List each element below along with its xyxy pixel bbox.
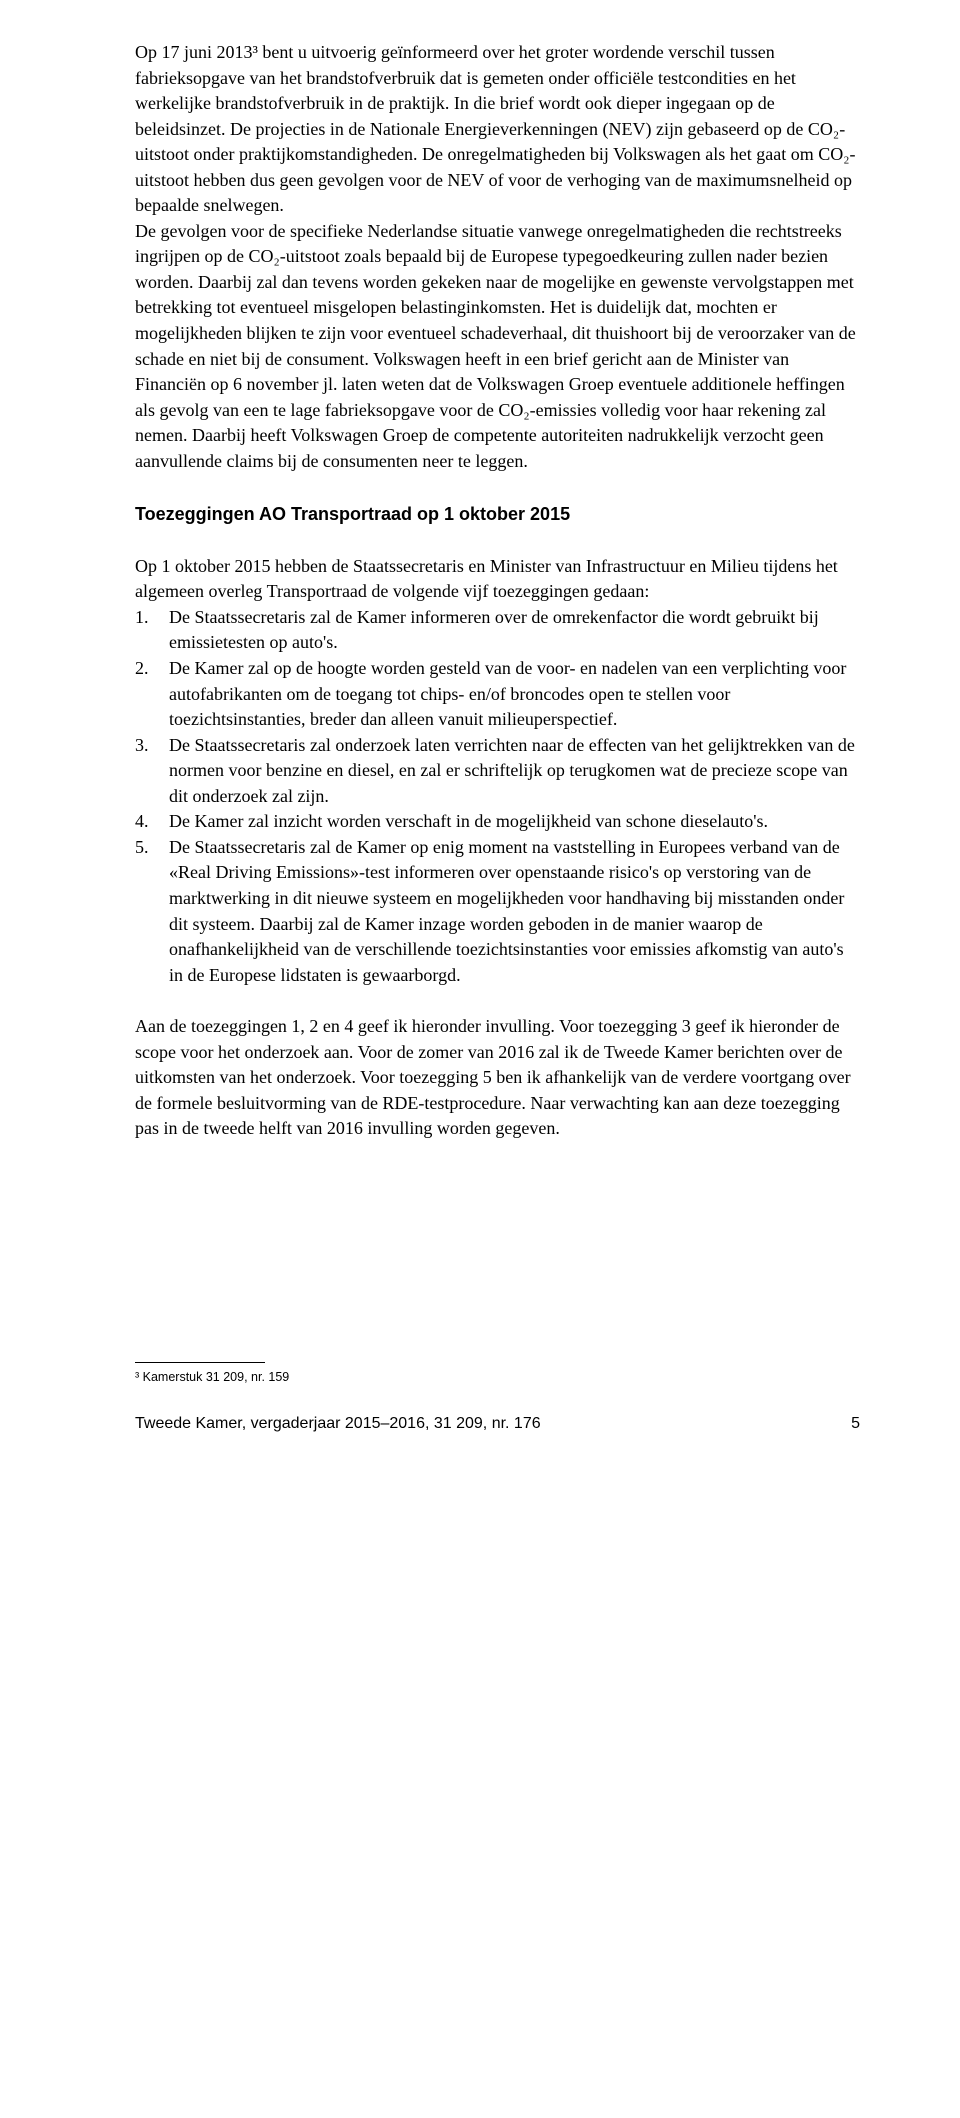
- list-text: De Kamer zal op de hoogte worden gesteld…: [169, 656, 860, 733]
- list-text: De Staatssecretaris zal de Kamer op enig…: [169, 835, 860, 988]
- page-footer: Tweede Kamer, vergaderjaar 2015–2016, 31…: [135, 1413, 860, 1436]
- list-text: De Staatssecretaris zal de Kamer informe…: [169, 605, 860, 656]
- body-paragraph-2: De gevolgen voor de specifieke Nederland…: [135, 219, 860, 474]
- body-paragraph-1: Op 17 juni 2013³ bent u uitvoerig geïnfo…: [135, 40, 860, 219]
- list-number: 3.: [135, 733, 169, 810]
- list-text: De Kamer zal inzicht worden verschaft in…: [169, 809, 860, 835]
- closing-paragraph: Aan de toezeggingen 1, 2 en 4 geef ik hi…: [135, 1014, 860, 1142]
- footer-left: Tweede Kamer, vergaderjaar 2015–2016, 31…: [135, 1413, 541, 1436]
- footnote: ³ Kamerstuk 31 209, nr. 159: [135, 1369, 860, 1387]
- list-number: 1.: [135, 605, 169, 656]
- list-item: 5. De Staatssecretaris zal de Kamer op e…: [135, 835, 860, 988]
- list-item: 4. De Kamer zal inzicht worden verschaft…: [135, 809, 860, 835]
- list-text: De Staatssecretaris zal onderzoek laten …: [169, 733, 860, 810]
- list-item: 2. De Kamer zal op de hoogte worden gest…: [135, 656, 860, 733]
- numbered-list: 1. De Staatssecretaris zal de Kamer info…: [135, 605, 860, 988]
- list-intro: Op 1 oktober 2015 hebben de Staatssecret…: [135, 554, 860, 605]
- list-number: 5.: [135, 835, 169, 988]
- list-number: 4.: [135, 809, 169, 835]
- footer-page-number: 5: [851, 1413, 860, 1436]
- list-number: 2.: [135, 656, 169, 733]
- list-item: 1. De Staatssecretaris zal de Kamer info…: [135, 605, 860, 656]
- section-title: Toezeggingen AO Transportraad op 1 oktob…: [135, 502, 860, 528]
- footnote-rule: [135, 1362, 265, 1363]
- list-item: 3. De Staatssecretaris zal onderzoek lat…: [135, 733, 860, 810]
